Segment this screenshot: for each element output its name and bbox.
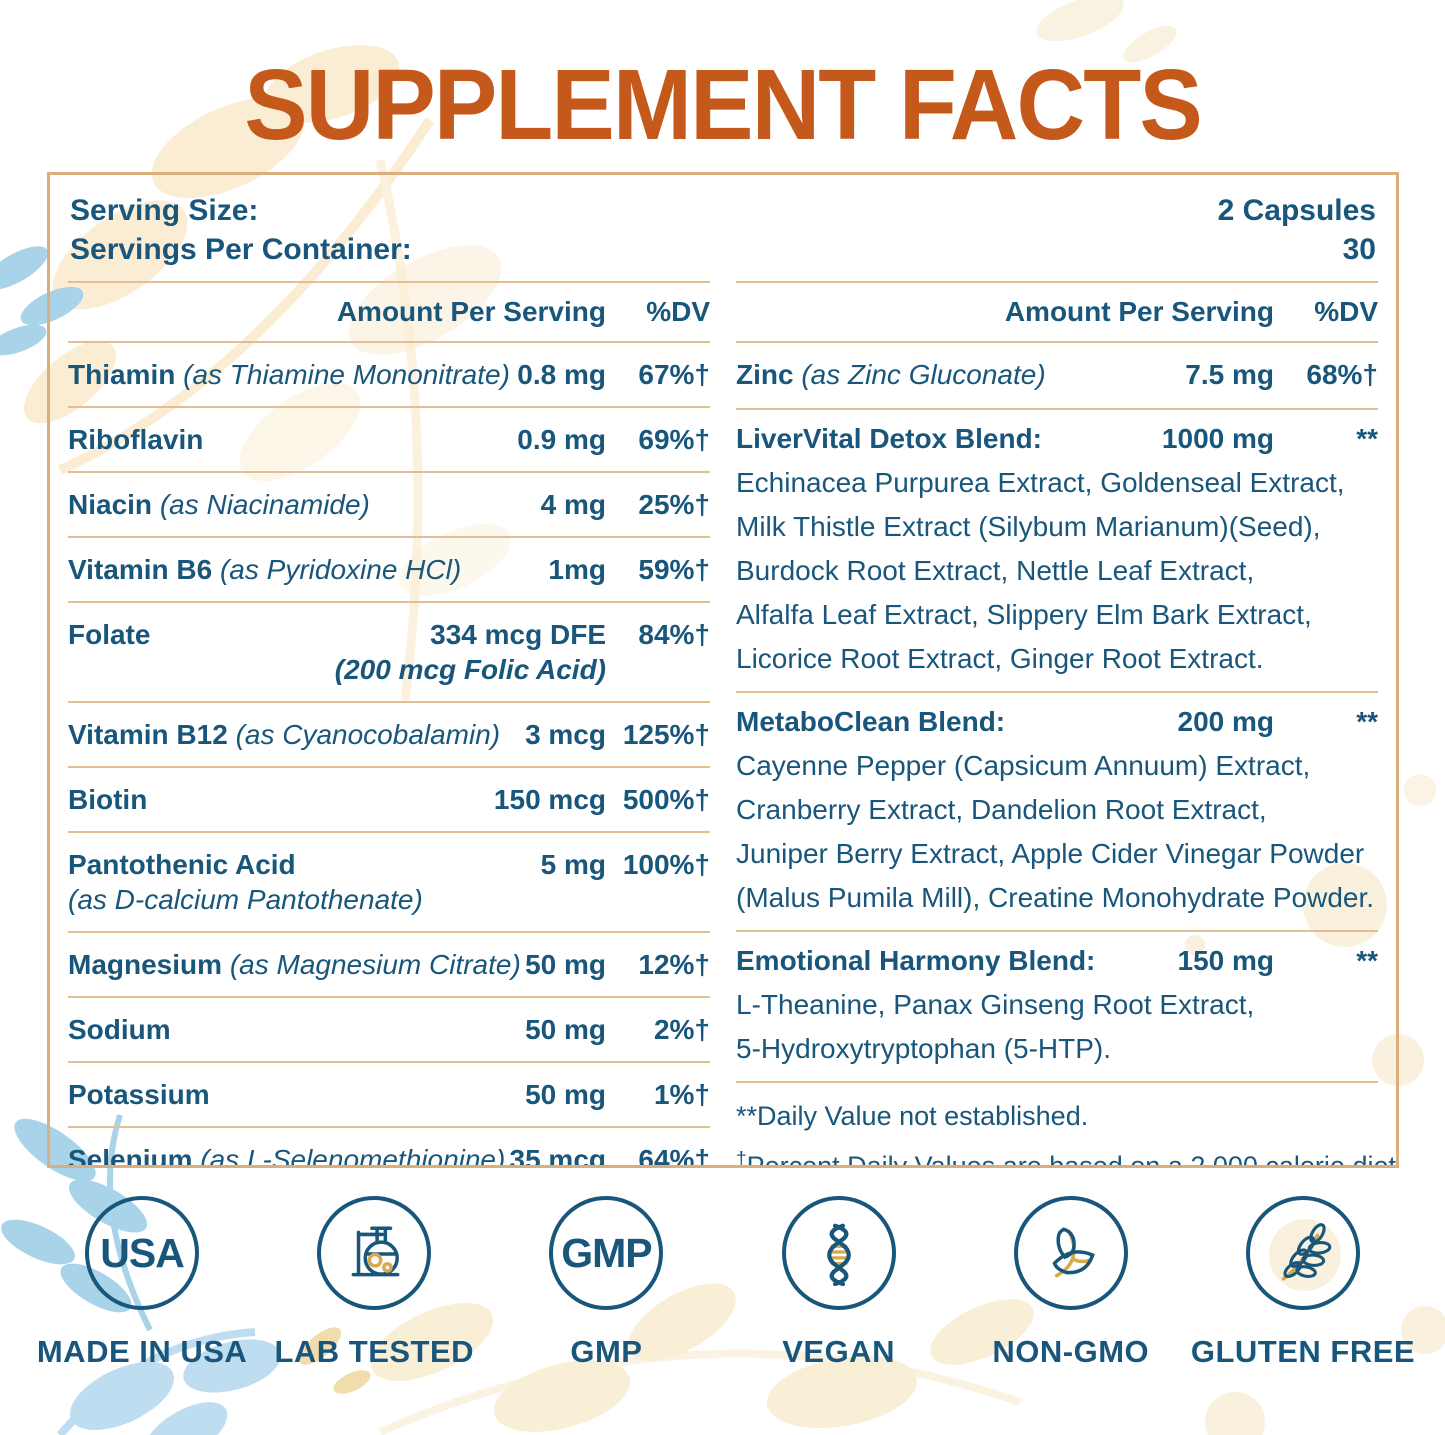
table-row: Selenium (as L-Selenomethionine) 35 mcg …	[68, 1126, 710, 1165]
table-row: Vitamin B12 (as Cyanocobalamin) 3 mcg 12…	[68, 701, 710, 766]
badge-vegan: VEGAN	[723, 1196, 955, 1370]
facts-column-left: Amount Per Serving %DV Thiamin (as Thiam…	[68, 281, 710, 1165]
name-sub-note: (as D-calcium Pantothenate)	[68, 884, 423, 915]
blend-section: MetaboClean Blend: 200 mg ** Cayenne Pep…	[736, 691, 1378, 930]
serving-values: 2 Capsules 30	[1218, 191, 1376, 269]
leaf-decoration-gold-small	[298, 1327, 371, 1394]
blend-header: MetaboClean Blend: 200 mg **	[736, 706, 1378, 737]
certification-badges: USA MADE IN USA LAB TESTED	[26, 1196, 1419, 1370]
leaf-decoration-top-left	[23, 45, 511, 701]
footnotes: **Daily Value not established. †Percent …	[736, 1081, 1399, 1168]
badge-made-in-usa: USA MADE IN USA	[26, 1196, 258, 1370]
leaf-decoration-bottom-left	[56, 1328, 281, 1435]
serving-size-value: 2 Capsules	[1217, 194, 1376, 227]
blend-ingredients: L-Theanine, Panax Ginseng Root Extract, …	[736, 989, 1255, 1064]
gmp-circle-icon: GMP	[549, 1196, 664, 1310]
blend-header: Emotional Harmony Blend: 150 mg **	[736, 945, 1378, 976]
dv-header: %DV	[1314, 296, 1378, 327]
dv-header: %DV	[646, 296, 710, 327]
serving-size-label: Serving Size:	[70, 194, 259, 227]
table-row: Riboflavin 0.9 mg 69%†	[68, 406, 710, 471]
servings-per-container-label: Servings Per Container:	[70, 233, 412, 266]
column-header: Amount Per Serving %DV	[736, 281, 1378, 341]
table-row: Sodium 50 mg 2%†	[68, 996, 710, 1061]
footnote-dv-not-established: **Daily Value not established.	[736, 1101, 1089, 1131]
blend-section: Emotional Harmony Blend: 150 mg ** L-The…	[736, 930, 1378, 1081]
badge-gluten-free: GLUTEN FREE	[1187, 1196, 1419, 1370]
amount-header: Amount Per Serving	[1004, 296, 1274, 327]
table-row: Thiamin (as Thiamine Mononitrate) 0.8 mg…	[68, 341, 710, 406]
amount-header: Amount Per Serving	[336, 296, 606, 327]
leaves-icon	[1013, 1196, 1128, 1310]
table-row: Biotin 150 mcg 500%†	[68, 766, 710, 831]
table-row: Potassium 50 mg 1%†	[68, 1061, 710, 1126]
usa-circle-icon: USA	[85, 1196, 200, 1310]
blend-header: LiverVital Detox Blend: 1000 mg **	[736, 423, 1378, 454]
badge-gmp: GMP GMP	[490, 1196, 722, 1370]
column-header: Amount Per Serving %DV	[68, 281, 710, 341]
facts-columns: Amount Per Serving %DV Thiamin (as Thiam…	[68, 281, 1399, 1168]
servings-per-container-value: 30	[1342, 233, 1376, 266]
page-title: SUPPLEMENT FACTS	[244, 49, 1203, 161]
table-row: Vitamin B6 (as Pyridoxine HCl) 1mg 59%†	[68, 536, 710, 601]
dna-icon	[781, 1196, 896, 1310]
supplement-facts-panel: Serving Size: Servings Per Container: 2 …	[47, 172, 1399, 1168]
badge-non-gmo: NON-GMO	[955, 1196, 1187, 1370]
leaf-decoration-left-upper	[0, 246, 84, 356]
table-row: Folate 334 mcg DFE (200 mcg Folic Acid) …	[68, 601, 710, 701]
blend-section: LiverVital Detox Blend: 1000 mg ** Echin…	[736, 408, 1378, 691]
blend-ingredients: Cayenne Pepper (Capsicum Annuum) Extract…	[736, 750, 1375, 913]
badge-lab-tested: LAB TESTED	[258, 1196, 490, 1370]
serving-info: Serving Size: Servings Per Container: 2 …	[68, 175, 1378, 281]
leaf-decoration-bottom-center	[370, 1283, 1034, 1435]
table-row: Magnesium (as Magnesium Citrate) 50 mg 1…	[68, 931, 710, 996]
footnote-percent-dv: †Percent Daily Values are based on a 2,0…	[736, 1149, 1399, 1168]
table-row: Zinc (as Zinc Gluconate) 7.5 mg 68%†	[736, 341, 1378, 408]
leaf-decoration-top-right	[1036, 0, 1177, 63]
table-row: Niacin (as Niacinamide) 4 mg 25%†	[68, 471, 710, 536]
blend-ingredients: Echinacea Purpurea Extract, Goldenseal E…	[736, 467, 1345, 674]
table-row: Pantothenic Acid (as D-calcium Pantothen…	[68, 831, 710, 931]
lab-flask-icon	[317, 1196, 432, 1310]
wheat-icon	[1245, 1196, 1360, 1310]
amount-sub-note: (200 mcg Folic Acid)	[334, 654, 606, 685]
facts-column-right: Amount Per Serving %DV Zinc (as Zinc Glu…	[736, 281, 1399, 1168]
serving-labels: Serving Size: Servings Per Container:	[70, 191, 412, 269]
